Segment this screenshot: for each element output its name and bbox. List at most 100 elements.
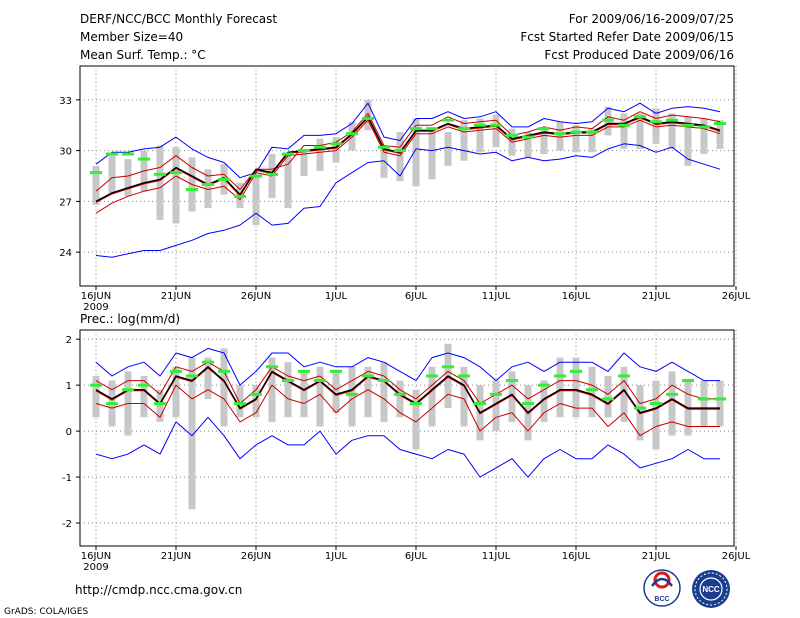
obs-marker: [122, 388, 134, 392]
spread-bar: [428, 128, 436, 180]
ensemble-mean-line: [95, 116, 721, 203]
obs-marker: [346, 392, 358, 396]
envelope-min-line: [95, 143, 721, 258]
obs-marker: [234, 194, 246, 198]
spread-bar: [636, 113, 644, 149]
spread-bar: [380, 147, 388, 178]
obs-marker: [282, 152, 294, 156]
x-tick-label: 11JUL: [482, 291, 511, 302]
x-tick-label: 6JUL: [405, 551, 428, 562]
x-tick-label: 1JUL: [325, 551, 348, 562]
spread-bar: [252, 385, 260, 418]
spread-bar: [108, 155, 116, 193]
spread-bar: [476, 118, 484, 153]
ncc-logo: NCC: [692, 570, 730, 608]
forecast-period: For 2009/06/16-2009/07/25: [569, 12, 734, 26]
y-tick-label: 0: [66, 427, 72, 438]
spread-bar: [220, 348, 228, 427]
obs-marker: [138, 383, 150, 387]
spread-bar: [700, 118, 708, 154]
obs-marker: [458, 374, 470, 378]
obs-marker: [714, 122, 726, 126]
obs-marker: [314, 145, 326, 149]
y-tick-label: 1: [66, 381, 72, 392]
y-tick-label: 24: [59, 248, 72, 259]
envelope-min-line: [95, 416, 720, 478]
obs-marker: [122, 152, 134, 156]
spread-bar: [92, 375, 100, 418]
spread-bar: [668, 371, 676, 436]
obs-marker: [474, 402, 486, 406]
obs-marker: [298, 369, 310, 373]
ncc-logo-text: NCC: [702, 585, 720, 594]
obs-marker: [698, 125, 710, 129]
y-tick-label: 27: [59, 197, 72, 208]
obs-marker: [170, 171, 182, 175]
obs-marker: [570, 369, 582, 373]
obs-marker: [234, 402, 246, 406]
spread-bar: [652, 380, 660, 450]
obs-marker: [202, 360, 214, 364]
x-tick-label: 21JUL: [642, 551, 671, 562]
spread-bar: [300, 371, 308, 418]
obs-marker: [618, 123, 630, 127]
obs-marker: [346, 132, 358, 136]
fcst-produced-date: Fcst Produced Date 2009/06/16: [544, 48, 734, 62]
obs-marker: [506, 133, 518, 137]
spread-bar: [716, 120, 724, 149]
obs-marker: [330, 369, 342, 373]
spread-bar: [124, 159, 132, 197]
obs-marker: [314, 379, 326, 383]
precip-label: Prec.: log(mm/d): [80, 312, 180, 326]
obs-marker: [586, 388, 598, 392]
obs-marker: [682, 123, 694, 127]
envelope-max-line: [95, 102, 721, 179]
spread-bar: [588, 128, 596, 153]
x-tick-label: 16JUN: [81, 551, 111, 562]
x-tick-label: 26JUL: [722, 291, 751, 302]
obs-marker: [618, 374, 630, 378]
temperature-panel: 24 27 30 33 16JUN 21JUN 26JUN 1JUL 6JUL 11JUL 16JU…: [59, 65, 751, 313]
spread-bar: [156, 145, 164, 220]
spread-bar: [156, 389, 164, 422]
obs-marker: [442, 118, 454, 122]
x-tick-label: 26JUN: [241, 291, 271, 302]
spread-bar: [684, 116, 692, 166]
spread-bar: [428, 366, 436, 427]
obs-marker: [266, 172, 278, 176]
obs-marker: [458, 127, 470, 131]
obs-marker: [650, 402, 662, 406]
spread-bar: [716, 380, 724, 427]
bcc-logo-text: BCC: [654, 596, 669, 603]
spread-bar: [540, 126, 548, 154]
obs-marker: [186, 188, 198, 192]
spread-bar: [348, 366, 356, 427]
spread-bar: [620, 113, 628, 149]
spread-bar: [492, 380, 500, 432]
obs-marker: [554, 374, 566, 378]
y-tick-label: -2: [62, 519, 72, 530]
spread-bar: [348, 121, 356, 151]
spread-bar: [668, 113, 676, 149]
obs-marker: [410, 402, 422, 406]
obs-marker: [378, 145, 390, 149]
footer-url: http://cmdp.ncc.cma.gov.cn: [75, 583, 242, 597]
spread-bar: [172, 366, 180, 418]
obs-marker: [154, 172, 166, 176]
plot-frame: [79, 65, 735, 287]
x-tick-label: 26JUL: [722, 551, 751, 562]
y-tick-label: 2: [66, 335, 72, 346]
obs-marker: [522, 135, 534, 139]
spread-bar: [412, 389, 420, 450]
obs-marker: [250, 174, 262, 178]
obs-marker: [170, 369, 182, 373]
spread-bar: [284, 154, 292, 209]
x-tick-label: 16JUN: [81, 291, 111, 302]
obs-marker: [186, 374, 198, 378]
obs-marker: [682, 379, 694, 383]
spread-bar: [284, 362, 292, 418]
obs-marker: [442, 365, 454, 369]
spread-bar: [460, 120, 468, 161]
x-tick-label: 6JUL: [405, 291, 428, 302]
